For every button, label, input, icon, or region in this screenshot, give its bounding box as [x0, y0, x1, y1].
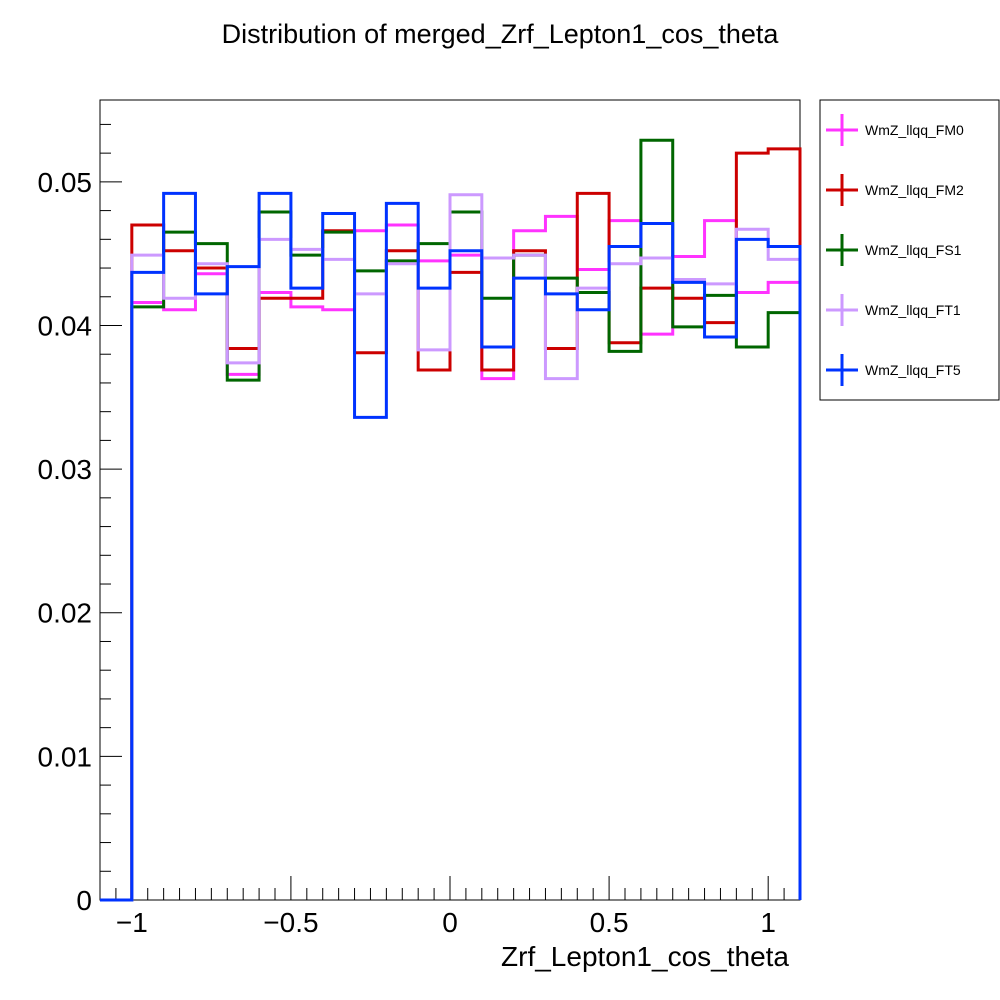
y-tick-label: 0.05	[38, 167, 93, 198]
legend: WmZ_llqq_FM0 WmZ_llqq_FM2 WmZ_llqq_FS1 WmZ_…	[826, 114, 964, 386]
chart-title: Distribution of merged_Zrf_Lepton1_cos_t…	[222, 19, 780, 49]
x-tick-label: −1	[116, 907, 148, 938]
tick-labels: −1 −0.5 0 0.5 1 0 0.01 0.02 0.03 0.04 0.05	[38, 167, 776, 938]
y-tick-label: 0.02	[38, 598, 93, 629]
y-tick-label: 0.01	[38, 741, 93, 772]
series-group	[100, 138, 802, 902]
x-tick-label: 0	[442, 907, 458, 938]
series-line-5	[100, 191, 802, 902]
y-tick-label: 0.03	[38, 454, 93, 485]
legend-label: WmZ_llqq_FT5	[865, 362, 961, 378]
legend-label: WmZ_llqq_FS1	[865, 242, 962, 258]
legend-label: WmZ_llqq_FM2	[865, 182, 964, 198]
x-tick-label: 0.5	[590, 907, 629, 938]
y-tick-label: 0	[76, 885, 92, 916]
legend-label: WmZ_llqq_FT1	[865, 302, 961, 318]
x-tick-label: 1	[760, 907, 776, 938]
x-tick-label: −0.5	[263, 907, 318, 938]
y-tick-label: 0.04	[38, 310, 93, 341]
x-axis-title: Zrf_Lepton1_cos_theta	[501, 941, 789, 972]
series-line-4	[100, 193, 802, 902]
legend-label: WmZ_llqq_FM0	[865, 122, 964, 138]
